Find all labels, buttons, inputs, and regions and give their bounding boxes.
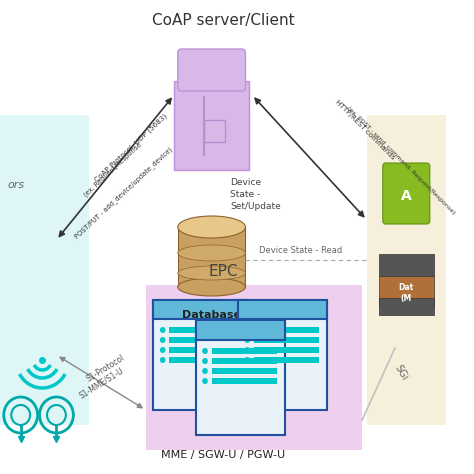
FancyBboxPatch shape	[379, 254, 434, 276]
FancyBboxPatch shape	[169, 347, 234, 353]
Circle shape	[202, 348, 208, 354]
Text: (ex. Request/Response: (ex. Request/Response	[83, 142, 143, 199]
FancyBboxPatch shape	[153, 300, 243, 319]
FancyBboxPatch shape	[379, 276, 434, 306]
FancyBboxPatch shape	[211, 358, 276, 364]
FancyBboxPatch shape	[238, 300, 327, 319]
FancyBboxPatch shape	[254, 337, 319, 343]
Circle shape	[202, 368, 208, 374]
FancyBboxPatch shape	[254, 347, 319, 353]
FancyBboxPatch shape	[146, 285, 362, 450]
FancyBboxPatch shape	[211, 378, 276, 384]
Text: A: A	[401, 189, 412, 203]
Text: POST/PUT - add_device/update_device): POST/PUT - add_device/update_device)	[73, 146, 173, 240]
Text: Device
State -
Set/Update: Device State - Set/Update	[230, 178, 281, 210]
Text: (ex. POST - send_command, Request/Response): (ex. POST - send_command, Request/Respon…	[346, 105, 456, 215]
FancyBboxPatch shape	[254, 327, 319, 333]
Circle shape	[245, 327, 250, 333]
Circle shape	[202, 378, 208, 384]
Text: SGi: SGi	[393, 364, 410, 383]
FancyBboxPatch shape	[211, 348, 276, 354]
Circle shape	[202, 358, 208, 364]
FancyBboxPatch shape	[196, 320, 285, 340]
Circle shape	[245, 337, 250, 343]
FancyBboxPatch shape	[367, 115, 446, 425]
Circle shape	[160, 337, 165, 343]
Text: Dat
(M: Dat (M	[399, 283, 414, 303]
Text: S1-Protocol: S1-Protocol	[85, 353, 126, 383]
FancyBboxPatch shape	[169, 337, 234, 343]
Text: CoAP server/Client: CoAP server/Client	[152, 12, 294, 27]
Text: S1-MME/S1-U: S1-MME/S1-U	[77, 366, 125, 400]
FancyBboxPatch shape	[178, 49, 246, 91]
FancyBboxPatch shape	[379, 298, 434, 315]
FancyBboxPatch shape	[0, 115, 89, 425]
Circle shape	[160, 357, 165, 363]
Ellipse shape	[178, 216, 246, 238]
Circle shape	[245, 357, 250, 363]
Circle shape	[160, 347, 165, 353]
FancyBboxPatch shape	[196, 320, 285, 435]
FancyBboxPatch shape	[211, 368, 276, 374]
Circle shape	[245, 347, 250, 353]
Text: Device State - Read: Device State - Read	[259, 246, 343, 255]
Text: HTTP/REST commands: HTTP/REST commands	[334, 99, 396, 161]
Text: ors: ors	[8, 180, 25, 190]
FancyBboxPatch shape	[174, 81, 249, 170]
FancyBboxPatch shape	[254, 357, 319, 363]
Ellipse shape	[178, 278, 246, 296]
FancyBboxPatch shape	[238, 300, 327, 410]
FancyBboxPatch shape	[383, 163, 430, 224]
Ellipse shape	[178, 266, 246, 280]
Ellipse shape	[178, 245, 246, 261]
FancyBboxPatch shape	[169, 357, 234, 363]
Text: CoAP Protocol, UDP (5683): CoAP Protocol, UDP (5683)	[94, 113, 169, 183]
FancyBboxPatch shape	[153, 300, 243, 410]
Text: EPC: EPC	[208, 264, 237, 280]
FancyBboxPatch shape	[178, 227, 246, 287]
Circle shape	[160, 327, 165, 333]
FancyBboxPatch shape	[169, 327, 234, 333]
Text: MME / SGW-U / PGW-U: MME / SGW-U / PGW-U	[161, 450, 285, 460]
Text: Database: Database	[182, 310, 241, 320]
